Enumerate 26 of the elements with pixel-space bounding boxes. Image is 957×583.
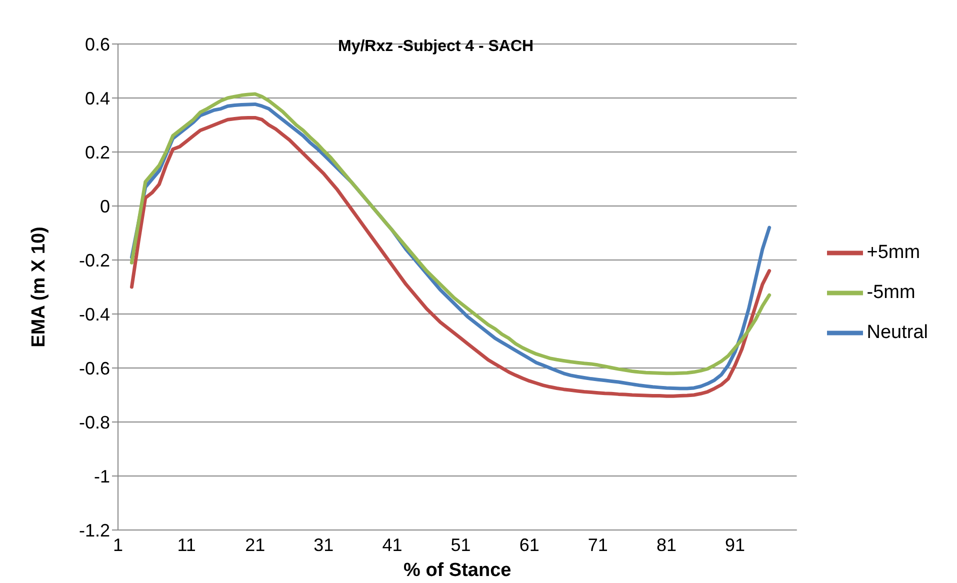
x-tick-label: 21 xyxy=(245,534,266,555)
x-tick-label: 1 xyxy=(112,534,124,555)
x-tick-label: 91 xyxy=(725,534,746,555)
legend-label: +5mm xyxy=(866,242,920,263)
x-tick-label: 81 xyxy=(656,534,676,555)
y-tick-label: 0.6 xyxy=(84,34,110,54)
y-tick-label: -0.6 xyxy=(78,358,110,378)
y-tick-label: -1 xyxy=(94,466,110,486)
y-tick-label: -0.4 xyxy=(78,304,110,324)
x-tick-label: 41 xyxy=(382,534,402,555)
x-tick-label: 71 xyxy=(588,534,608,555)
y-axis-title: EMA (m X 10) xyxy=(28,226,50,348)
y-tick-label: -0.2 xyxy=(78,250,110,270)
legend-label: -5mm xyxy=(866,282,916,303)
x-tick-label: 11 xyxy=(177,534,196,555)
x-tick-label: 31 xyxy=(314,534,334,555)
x-axis-title: % of Stance xyxy=(404,560,512,581)
y-tick-label: 0.2 xyxy=(84,142,110,162)
chart-title: My/Rxz -Subject 4 - SACH xyxy=(338,38,534,56)
y-tick-label: -1.2 xyxy=(78,520,110,540)
x-tick-label: 61 xyxy=(519,534,540,555)
y-tick-label: -0.8 xyxy=(78,412,110,432)
y-tick-label: 0 xyxy=(100,196,110,216)
y-tick-label: 0.4 xyxy=(84,88,110,108)
legend-label: Neutral xyxy=(866,322,928,343)
x-tick-label: 51 xyxy=(450,534,471,555)
